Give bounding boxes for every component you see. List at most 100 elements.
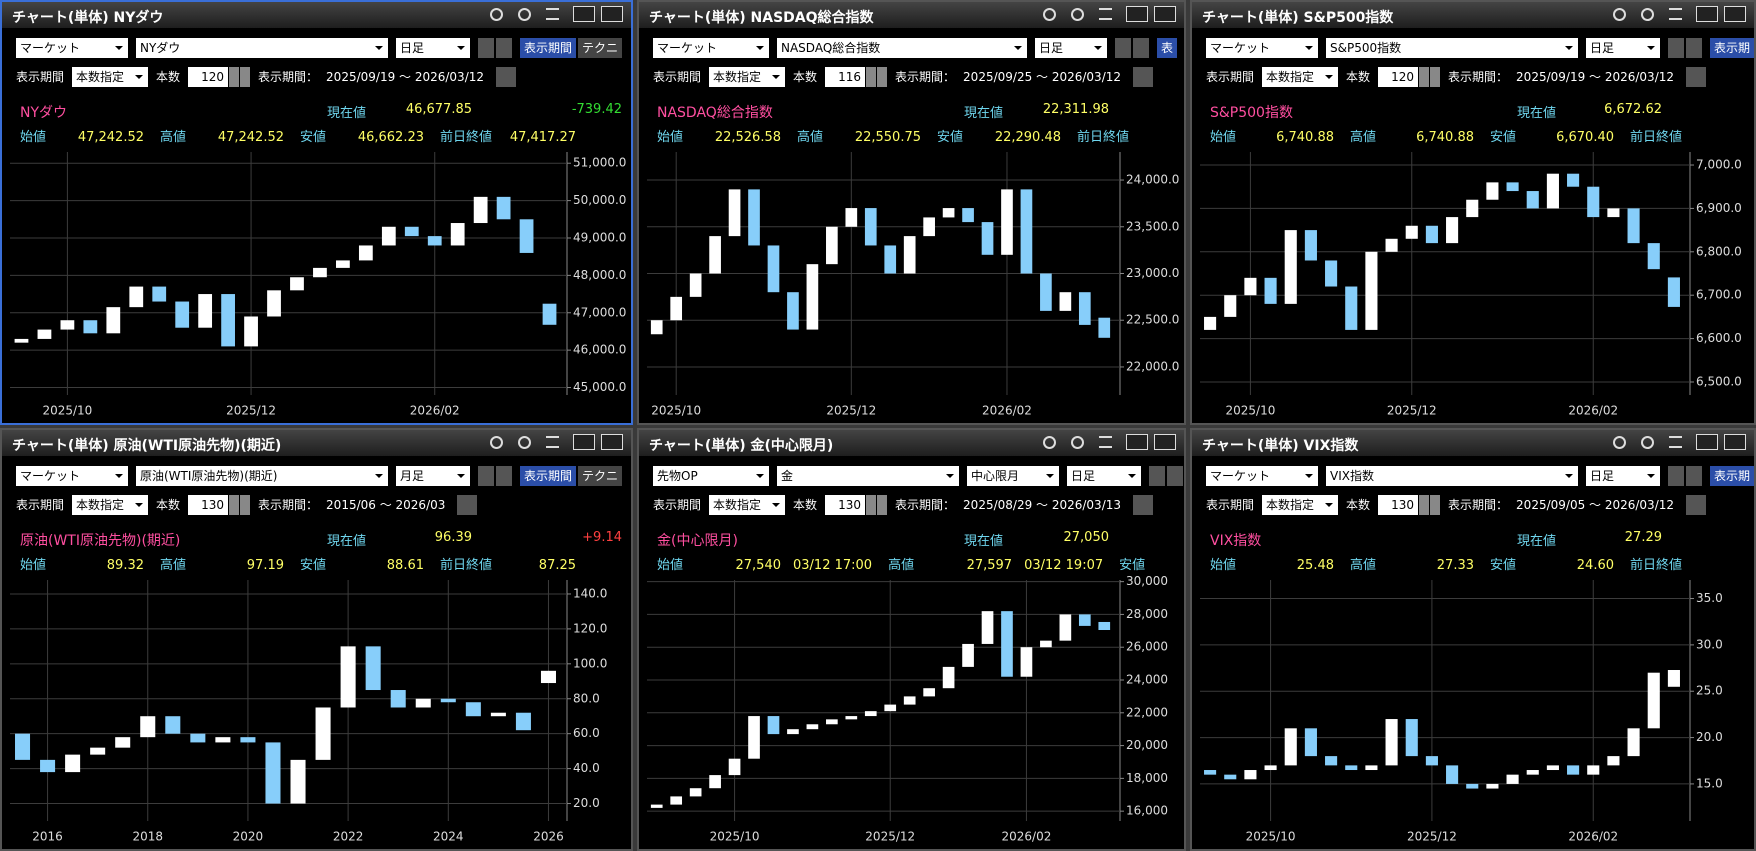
candle-body bbox=[106, 307, 121, 334]
window-button[interactable] bbox=[601, 6, 623, 22]
toolbar-button[interactable]: 表示期 bbox=[1710, 38, 1754, 58]
window-button[interactable] bbox=[1696, 6, 1718, 22]
spin-up[interactable] bbox=[240, 495, 251, 515]
mode-dropdown[interactable]: 本数指定 bbox=[72, 495, 149, 515]
spin-up[interactable] bbox=[877, 67, 888, 87]
spin-up[interactable] bbox=[240, 67, 251, 87]
spin-down[interactable] bbox=[229, 67, 240, 87]
window-button[interactable] bbox=[573, 6, 595, 22]
toolbar-icon[interactable] bbox=[546, 436, 559, 448]
dropdown[interactable]: マーケット bbox=[653, 38, 769, 58]
count-input[interactable]: 130 bbox=[1378, 495, 1419, 515]
dropdown[interactable]: 月足 bbox=[396, 466, 470, 486]
toolbar-button[interactable]: 表示期間 bbox=[520, 466, 577, 486]
toolbar-icon[interactable] bbox=[490, 436, 503, 449]
dropdown[interactable]: 日足 bbox=[1586, 466, 1660, 486]
toolbar-button[interactable]: 表示期間 bbox=[520, 38, 577, 58]
refresh-button[interactable] bbox=[496, 67, 517, 87]
toolbar-button[interactable]: 表示期 bbox=[1710, 466, 1754, 486]
toolbar-button[interactable]: テクニ bbox=[578, 38, 623, 58]
next-button[interactable] bbox=[1686, 466, 1702, 486]
count-input[interactable]: 130 bbox=[188, 495, 229, 515]
toolbar-icon[interactable] bbox=[1099, 436, 1112, 448]
window-button[interactable] bbox=[1724, 434, 1746, 450]
toolbar-icon[interactable] bbox=[1099, 8, 1112, 20]
toolbar-icon[interactable] bbox=[1641, 436, 1654, 449]
dropdown[interactable]: 金 bbox=[777, 466, 959, 486]
spin-down[interactable] bbox=[866, 67, 877, 87]
toolbar-icon[interactable] bbox=[1669, 8, 1682, 20]
window-button[interactable] bbox=[1154, 434, 1176, 450]
toolbar-icon[interactable] bbox=[1641, 8, 1654, 21]
toolbar-icon[interactable] bbox=[1071, 436, 1084, 449]
mode-dropdown[interactable]: 本数指定 bbox=[72, 67, 149, 87]
toolbar-icon[interactable] bbox=[1613, 8, 1626, 21]
window-button[interactable] bbox=[573, 434, 595, 450]
toolbar-icon[interactable] bbox=[1613, 436, 1626, 449]
dropdown[interactable]: 日足 bbox=[1586, 38, 1660, 58]
window-button[interactable] bbox=[601, 434, 623, 450]
next-button[interactable] bbox=[1167, 466, 1183, 486]
dropdown[interactable]: 原油(WTI原油先物)(期近) bbox=[136, 466, 388, 486]
count-input[interactable]: 116 bbox=[825, 67, 866, 87]
dropdown[interactable]: 日足 bbox=[1067, 466, 1141, 486]
window-button[interactable] bbox=[1126, 434, 1148, 450]
spin-down[interactable] bbox=[866, 495, 877, 515]
next-button[interactable] bbox=[1686, 38, 1702, 58]
mode-dropdown[interactable]: 本数指定 bbox=[709, 67, 786, 87]
window-button[interactable] bbox=[1724, 6, 1746, 22]
toolbar-icon[interactable] bbox=[1043, 8, 1056, 21]
prev-button[interactable] bbox=[1668, 466, 1684, 486]
next-button[interactable] bbox=[1133, 38, 1149, 58]
spin-up[interactable] bbox=[877, 495, 888, 515]
next-button[interactable] bbox=[496, 38, 512, 58]
mode-dropdown[interactable]: 本数指定 bbox=[709, 495, 786, 515]
dropdown[interactable]: VIX指数 bbox=[1326, 466, 1578, 486]
refresh-button[interactable] bbox=[1133, 67, 1154, 87]
dropdown[interactable]: S&P500指数 bbox=[1326, 38, 1578, 58]
dropdown[interactable]: NYダウ bbox=[136, 38, 388, 58]
spin-up[interactable] bbox=[1430, 495, 1441, 515]
window-button[interactable] bbox=[1154, 6, 1176, 22]
refresh-button[interactable] bbox=[1686, 67, 1707, 87]
dropdown[interactable]: マーケット bbox=[1206, 38, 1318, 58]
prev-button[interactable] bbox=[1115, 38, 1131, 58]
next-button[interactable] bbox=[496, 466, 512, 486]
refresh-button[interactable] bbox=[1686, 495, 1707, 515]
toolbar-icon[interactable] bbox=[1071, 8, 1084, 21]
window-button[interactable] bbox=[1126, 6, 1148, 22]
toolbar-button[interactable]: 表 bbox=[1157, 38, 1178, 58]
prev-button[interactable] bbox=[478, 466, 494, 486]
dropdown[interactable]: マーケット bbox=[16, 466, 128, 486]
spin-down[interactable] bbox=[1419, 495, 1430, 515]
refresh-button[interactable] bbox=[457, 495, 478, 515]
spin-down[interactable] bbox=[229, 495, 240, 515]
dropdown[interactable]: マーケット bbox=[1206, 466, 1318, 486]
toolbar-icon[interactable] bbox=[1043, 436, 1056, 449]
dropdown[interactable]: NASDAQ総合指数 bbox=[777, 38, 1027, 58]
window-button[interactable] bbox=[1696, 434, 1718, 450]
dropdown[interactable]: 日足 bbox=[1035, 38, 1107, 58]
prev-button[interactable] bbox=[1668, 38, 1684, 58]
instrument-name: NASDAQ総合指数 bbox=[657, 105, 773, 121]
prev-button[interactable] bbox=[478, 38, 494, 58]
count-input[interactable]: 120 bbox=[188, 67, 229, 87]
count-input[interactable]: 130 bbox=[825, 495, 866, 515]
mode-dropdown[interactable]: 本数指定 bbox=[1262, 67, 1339, 87]
dropdown[interactable]: 日足 bbox=[396, 38, 470, 58]
dropdown[interactable]: 中心限月 bbox=[967, 466, 1059, 486]
spin-up[interactable] bbox=[1430, 67, 1441, 87]
prev-button[interactable] bbox=[1149, 466, 1165, 486]
spin-down[interactable] bbox=[1419, 67, 1430, 87]
toolbar-icon[interactable] bbox=[518, 436, 531, 449]
dropdown[interactable]: マーケット bbox=[16, 38, 128, 58]
count-input[interactable]: 120 bbox=[1378, 67, 1419, 87]
toolbar-icon[interactable] bbox=[546, 8, 559, 20]
dropdown[interactable]: 先物OP bbox=[653, 466, 769, 486]
toolbar-icon[interactable] bbox=[490, 8, 503, 21]
refresh-button[interactable] bbox=[1133, 495, 1154, 515]
toolbar-button[interactable]: テクニ bbox=[578, 466, 623, 486]
toolbar-icon[interactable] bbox=[518, 8, 531, 21]
mode-dropdown[interactable]: 本数指定 bbox=[1262, 495, 1339, 515]
toolbar-icon[interactable] bbox=[1669, 436, 1682, 448]
